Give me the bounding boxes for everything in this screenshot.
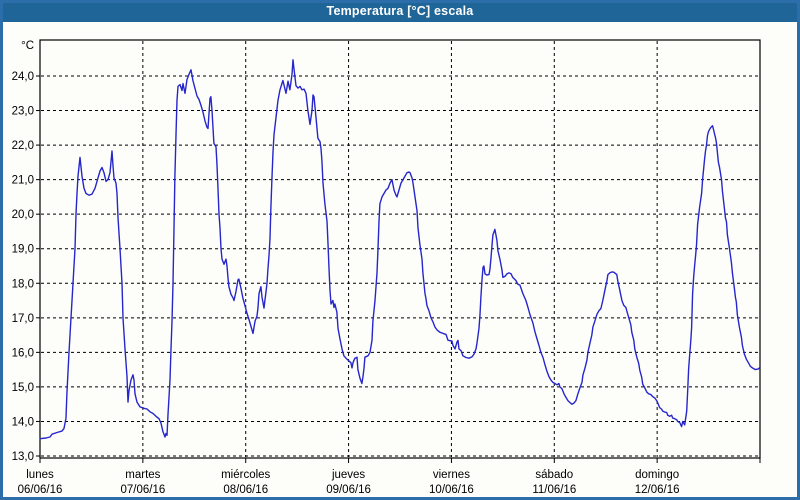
window-title-bar: Temperatura [°C] escala	[0, 0, 800, 22]
x-day-date: 10/06/16	[429, 484, 474, 496]
y-tick-label: 20,0	[12, 209, 34, 221]
y-tick-label: 22,0	[12, 140, 34, 152]
y-tick-label: 17,0	[12, 313, 34, 325]
y-tick-label: 13,0	[12, 451, 34, 463]
x-day-name: lunes	[26, 469, 54, 481]
y-axis-unit-label: °C	[21, 40, 34, 52]
x-day-date: 07/06/16	[120, 484, 165, 496]
temperature-line	[39, 59, 761, 440]
y-tick-label: 14,0	[12, 416, 34, 428]
y-tick-label: 24,0	[12, 71, 34, 83]
x-day-name: viernes	[433, 469, 470, 481]
x-day-date: 12/06/16	[635, 484, 680, 496]
plot-border	[39, 39, 761, 459]
window-title: Temperatura [°C] escala	[326, 4, 474, 18]
y-tick-label: 19,0	[12, 244, 34, 256]
x-day-date: 11/06/16	[532, 484, 576, 496]
x-day-date: 09/06/16	[326, 484, 371, 496]
y-tick-label: 15,0	[12, 382, 34, 394]
x-day-date: 06/06/16	[18, 484, 63, 496]
y-tick-label: 23,0	[12, 106, 34, 118]
x-day-name: domingo	[635, 469, 679, 481]
y-tick-label: 21,0	[12, 175, 34, 187]
x-day-date: 08/06/16	[223, 484, 268, 496]
y-tick-label: 16,0	[12, 347, 34, 359]
y-tick-label: 18,0	[12, 278, 34, 290]
x-day-name: martes	[125, 469, 160, 481]
x-day-name: sábado	[535, 469, 573, 481]
x-day-name: jueves	[331, 469, 365, 481]
x-day-name: miércoles	[221, 469, 270, 481]
